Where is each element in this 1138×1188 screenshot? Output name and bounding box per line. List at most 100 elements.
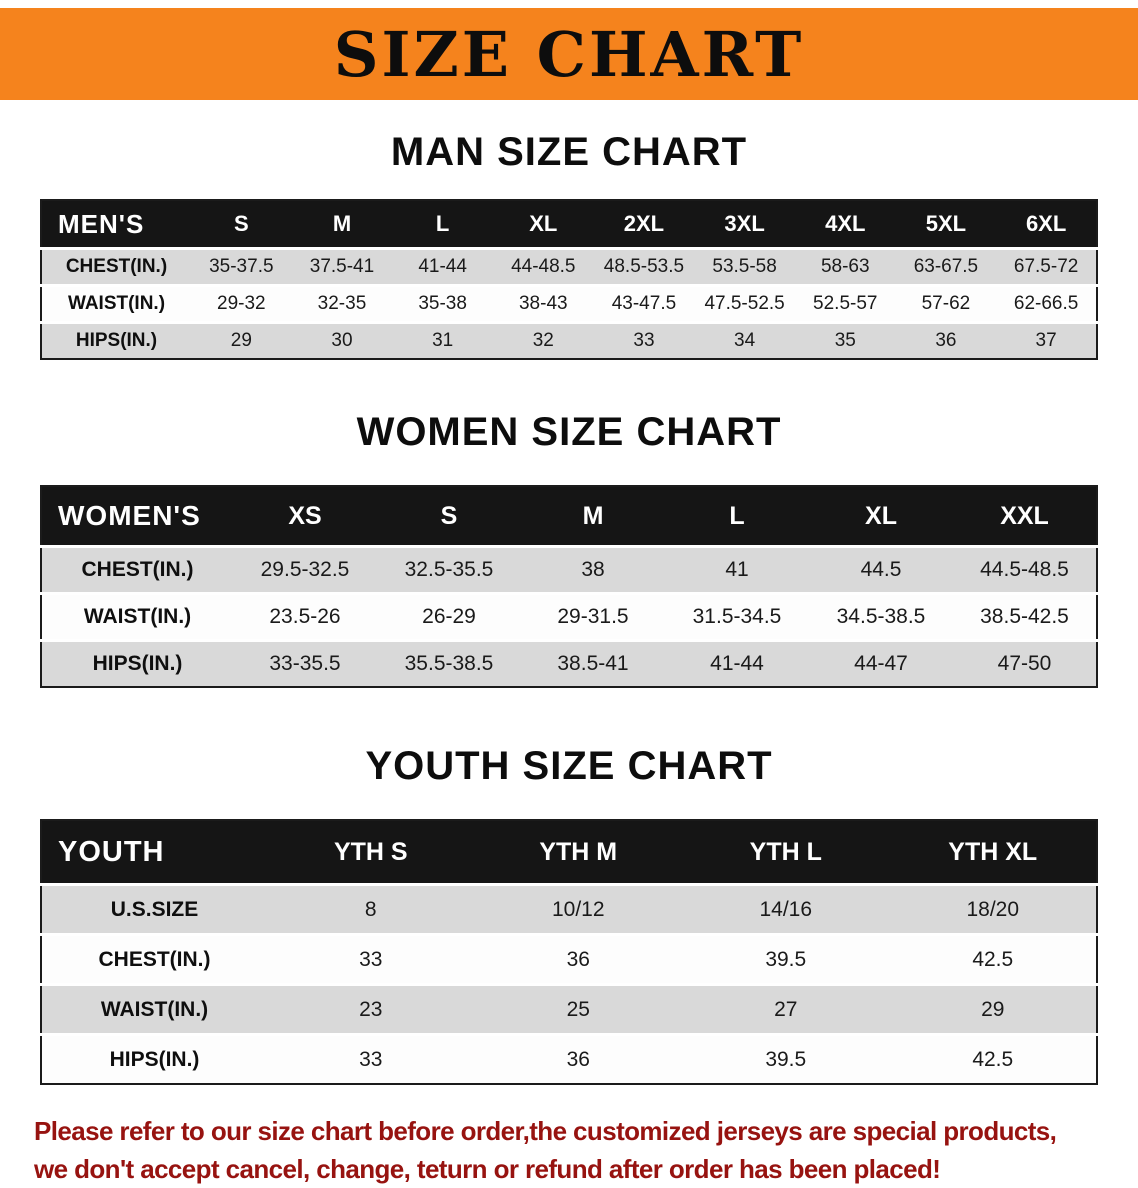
women-header-row: WOMEN'S XS S M L XL XXL — [41, 486, 1097, 547]
size-value: 14/16 — [759, 897, 813, 921]
size-value: 32.5-35.5 — [404, 558, 494, 581]
women-section-heading: WOMEN SIZE CHART — [356, 410, 782, 454]
youth-ussize-row: U.S.SIZE 8 10/12 14/16 18/20 — [41, 884, 1097, 935]
youth-section-heading: YOUTH SIZE CHART — [365, 744, 773, 788]
size-value: 36 — [935, 330, 957, 351]
size-value: 38.5-41 — [557, 652, 629, 675]
size-col-header: 5XL — [895, 200, 997, 249]
size-value: 33-35.5 — [269, 652, 341, 675]
size-col-header: S — [377, 486, 521, 547]
size-value: 39.5 — [765, 1047, 807, 1071]
size-value: 35 — [834, 330, 856, 351]
page-title: SIZE CHART — [333, 17, 805, 91]
size-value: 37 — [1035, 330, 1057, 351]
size-value: 32-35 — [317, 293, 367, 314]
youth-size-table: YOUTH YTH S YTH M YTH L YTH XL U.S.SIZE … — [40, 819, 1098, 1085]
men-size-table: MEN'S S M L XL 2XL 3XL 4XL 5XL 6XL CHEST… — [40, 199, 1098, 360]
row-label: HIPS(IN.) — [109, 1047, 200, 1071]
size-value: 67.5-72 — [1013, 256, 1079, 277]
size-col-header: XXL — [953, 486, 1097, 547]
youth-section: YOUTH SIZE CHART YOUTH YTH S YTH M YTH L… — [0, 744, 1138, 1085]
men-chest-row: CHEST(IN.) 35-37.5 37.5-41 41-44 44-48.5… — [41, 248, 1097, 286]
size-value: 52.5-57 — [813, 293, 878, 314]
size-value: 35-38 — [418, 293, 467, 314]
size-col-header: S — [191, 200, 292, 249]
size-value: 29 — [981, 997, 1005, 1021]
size-value: 33 — [633, 330, 655, 351]
size-value: 42.5 — [972, 1047, 1014, 1071]
size-value: 34 — [734, 330, 756, 351]
size-value: 23.5-26 — [269, 605, 341, 628]
size-col-header: M — [291, 200, 393, 249]
size-value: 31.5-34.5 — [692, 605, 782, 628]
size-value: 29 — [230, 330, 252, 351]
size-value: 39.5 — [765, 947, 807, 971]
footer-disclaimer: Please refer to our size chart before or… — [34, 1113, 1104, 1188]
size-col-header: L — [665, 486, 809, 547]
size-col-header: XL — [492, 200, 594, 249]
size-value: 57-62 — [921, 293, 971, 314]
youth-hips-row: HIPS(IN.) 33 36 39.5 42.5 — [41, 1034, 1097, 1084]
row-label: WAIST(IN.) — [83, 605, 192, 628]
size-value: 44-47 — [854, 652, 908, 675]
youth-group-label: YOUTH — [41, 820, 267, 885]
size-col-header: XS — [233, 486, 377, 547]
size-value: 8 — [364, 897, 377, 921]
women-waist-row: WAIST(IN.) 23.5-26 26-29 29-31.5 31.5-34… — [41, 593, 1097, 641]
row-label: WAIST(IN.) — [100, 997, 209, 1021]
size-value: 37.5-41 — [309, 256, 375, 277]
row-label: U.S.SIZE — [110, 897, 199, 921]
row-label: HIPS(IN.) — [75, 330, 158, 351]
size-value: 41-44 — [418, 256, 467, 277]
size-value: 43-47.5 — [611, 293, 677, 314]
youth-waist-row: WAIST(IN.) 23 25 27 29 — [41, 984, 1097, 1035]
size-value: 34.5-38.5 — [836, 605, 926, 628]
size-col-header: 6XL — [996, 200, 1097, 249]
size-value: 47.5-52.5 — [704, 293, 785, 314]
size-value: 62-66.5 — [1013, 293, 1079, 314]
size-value: 58-63 — [820, 256, 870, 277]
youth-chest-row: CHEST(IN.) 33 36 39.5 42.5 — [41, 934, 1097, 985]
row-label: CHEST(IN.) — [81, 558, 194, 581]
men-header-row: MEN'S S M L XL 2XL 3XL 4XL 5XL 6XL — [41, 200, 1097, 249]
size-value: 23 — [359, 997, 383, 1021]
size-col-header: YTH L — [682, 820, 890, 885]
footer-line-2: we don't accept cancel, change, teturn o… — [34, 1153, 941, 1184]
size-value: 26-29 — [422, 605, 476, 628]
size-value: 44.5-48.5 — [980, 558, 1069, 581]
size-value: 29-31.5 — [557, 605, 629, 628]
men-waist-row: WAIST(IN.) 29-32 32-35 35-38 38-43 43-47… — [41, 285, 1097, 323]
size-col-header: 4XL — [794, 200, 896, 249]
men-section-heading: MAN SIZE CHART — [390, 130, 748, 174]
size-value: 35-37.5 — [209, 256, 274, 277]
size-value: 41-44 — [710, 652, 764, 675]
size-value: 32 — [532, 330, 554, 351]
size-col-header: YTH XL — [889, 820, 1097, 885]
size-value: 33 — [359, 1047, 383, 1071]
size-value: 29.5-32.5 — [260, 558, 350, 581]
size-value: 44-48.5 — [511, 256, 576, 277]
size-value: 63-67.5 — [913, 256, 979, 277]
size-value: 53.5-58 — [712, 256, 777, 277]
size-value: 30 — [331, 330, 353, 351]
size-value: 38 — [581, 558, 605, 581]
men-group-label: MEN'S — [41, 200, 191, 249]
size-value: 27 — [774, 997, 798, 1021]
size-value: 33 — [359, 947, 383, 971]
size-value: 18/20 — [966, 897, 1020, 921]
size-col-header: XL — [809, 486, 953, 547]
size-chart-page: SIZE CHART MAN SIZE CHART MEN'S S M L XL… — [0, 8, 1138, 1188]
size-value: 38-43 — [518, 293, 568, 314]
size-col-header: 3XL — [694, 200, 795, 249]
size-value: 29-32 — [217, 293, 266, 314]
men-hips-row: HIPS(IN.) 29 30 31 32 33 34 35 36 37 — [41, 322, 1097, 359]
size-col-header: L — [392, 200, 493, 249]
size-col-header: YTH M — [474, 820, 682, 885]
size-col-header: M — [521, 486, 665, 547]
size-value: 44.5 — [860, 558, 902, 581]
size-value: 25 — [566, 997, 590, 1021]
size-col-header: YTH S — [267, 820, 475, 885]
size-col-header: 2XL — [593, 200, 695, 249]
women-chest-row: CHEST(IN.) 29.5-32.5 32.5-35.5 38 41 44.… — [41, 546, 1097, 594]
banner: SIZE CHART — [0, 8, 1138, 100]
